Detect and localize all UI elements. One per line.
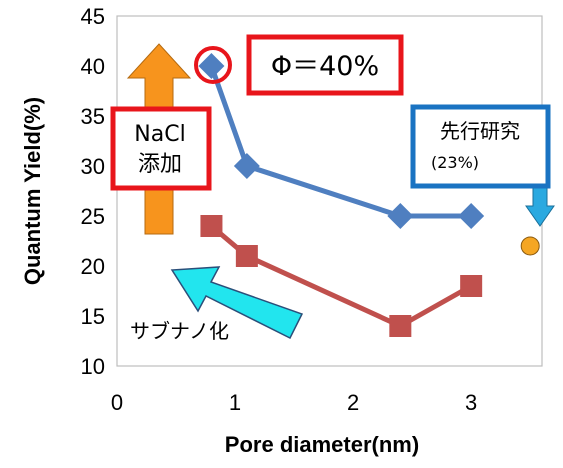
y-tick-labels: 10 15 20 25 30 35 40 45	[81, 4, 105, 379]
y-tick-label: 15	[81, 304, 105, 329]
diamond-marker	[233, 153, 260, 179]
square-marker	[460, 275, 483, 297]
phi-box-frame	[246, 34, 404, 96]
x-tick-label: 1	[229, 390, 241, 415]
y-tick-label: 30	[81, 154, 105, 179]
series-layer	[198, 53, 540, 337]
diamond-marker	[387, 203, 414, 229]
highlight-circle	[194, 46, 232, 84]
nacl-box-line2: 添加	[138, 152, 182, 177]
prior-box-line2: (23%)	[431, 153, 479, 172]
phi-box-text: Φ＝40%	[271, 51, 379, 82]
y-tick-label: 20	[81, 254, 105, 279]
series-1-line	[209, 65, 472, 219]
prior-box-frame	[410, 104, 551, 189]
diamond-marker	[198, 53, 225, 79]
prior-down-arrow	[525, 185, 555, 227]
y-tick-label: 25	[81, 204, 105, 229]
nacl-box-line1: NaCl	[134, 122, 185, 147]
series-2	[200, 215, 483, 337]
x-tick-label: 0	[111, 390, 123, 415]
x-tick-labels: 0 1 2 3	[111, 390, 477, 415]
series-1	[198, 53, 485, 229]
square-marker	[389, 315, 412, 337]
y-tick-label: 10	[81, 354, 105, 379]
series-3	[520, 236, 540, 256]
diamond-marker	[458, 203, 485, 229]
prior-box-line1: 先行研究	[440, 119, 520, 143]
subnano-arrow	[170, 266, 304, 340]
square-marker	[235, 245, 258, 267]
x-tick-label: 3	[465, 390, 477, 415]
y-axis-title: Quantum Yield(%)	[20, 97, 45, 285]
square-marker	[200, 215, 223, 237]
subnano-label: サブナノ化	[130, 319, 229, 343]
y-tick-label: 45	[81, 4, 105, 29]
nacl-box-frame	[110, 106, 212, 191]
series-2-line	[209, 224, 473, 329]
x-tick-label: 2	[347, 390, 359, 415]
y-tick-label: 35	[81, 104, 105, 129]
circle-marker	[520, 236, 540, 256]
x-axis-title: Pore diameter(nm)	[225, 432, 419, 457]
y-tick-label: 40	[81, 54, 105, 79]
